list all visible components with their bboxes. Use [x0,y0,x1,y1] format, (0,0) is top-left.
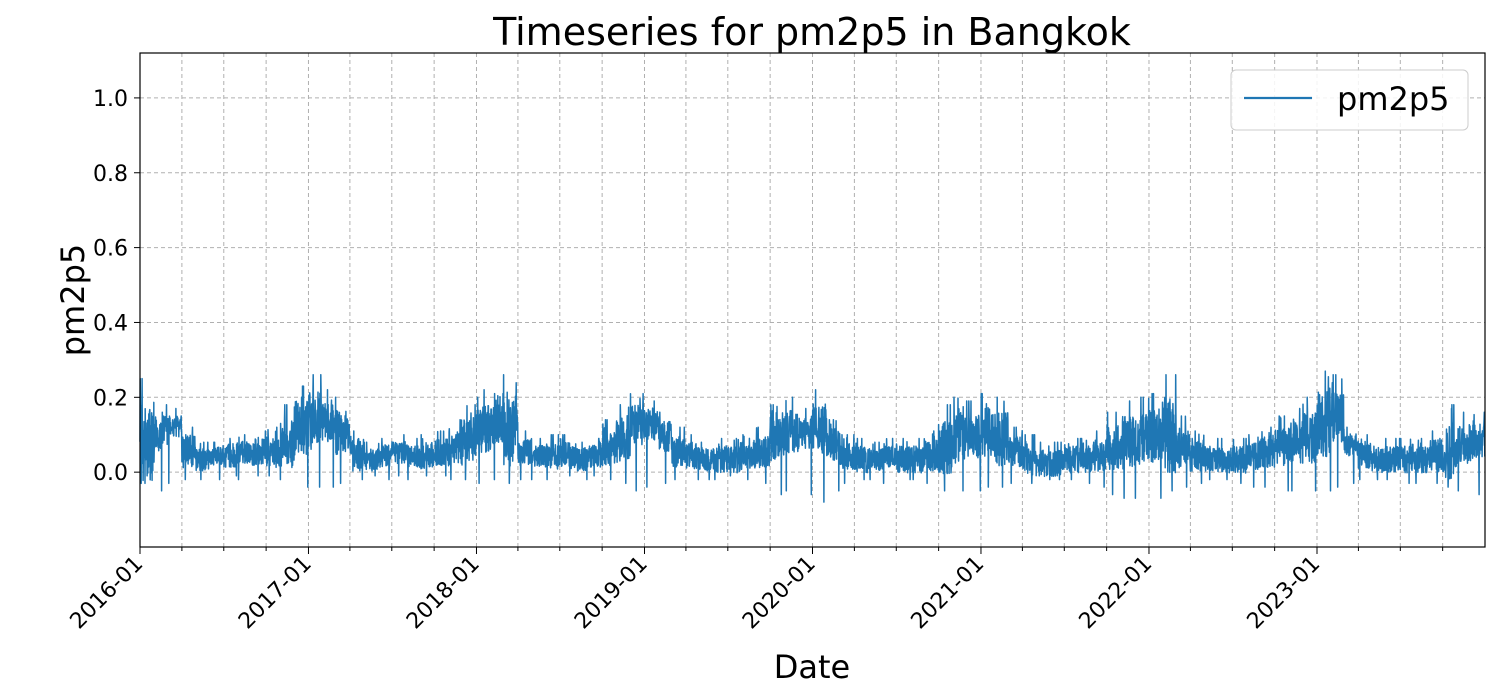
y-tick-label: 1.0 [93,87,128,112]
legend-label-pm2p5: pm2p5 [1337,80,1450,118]
grid-lines [140,53,1485,547]
legend-box [1230,69,1469,131]
axis-ticks: 0.0 0.2 0.4 0.6 0.8 1.0 2016-01 2017-01 2018-01 2… [66,87,1444,635]
chart-title: Timeseries for pm2p5 in Bangkok [492,10,1131,54]
x-tick-label: 2016-01 [66,552,149,635]
x-axis-label: Date [774,648,850,686]
y-tick-label: 0.8 [93,162,128,187]
y-axis-label: pm2p5 [54,244,92,357]
series-layer [139,370,1486,503]
x-tick-label: 2020-01 [738,552,821,635]
x-tick-label: 2017-01 [234,552,317,635]
y-tick-label: 0.4 [93,311,128,336]
y-tick-label: 0.6 [93,237,128,262]
x-tick-label: 2019-01 [570,552,653,635]
x-tick-label: 2021-01 [907,552,990,635]
x-tick-label: 2023-01 [1243,552,1326,635]
series-line-pm2p5 [139,370,1486,503]
x-tick-label: 2022-01 [1075,552,1158,635]
legend: pm2p5 [1230,69,1469,131]
x-tick-label: 2018-01 [402,552,485,635]
y-tick-label: 0.2 [93,386,128,411]
y-tick-label: 0.0 [93,461,128,486]
